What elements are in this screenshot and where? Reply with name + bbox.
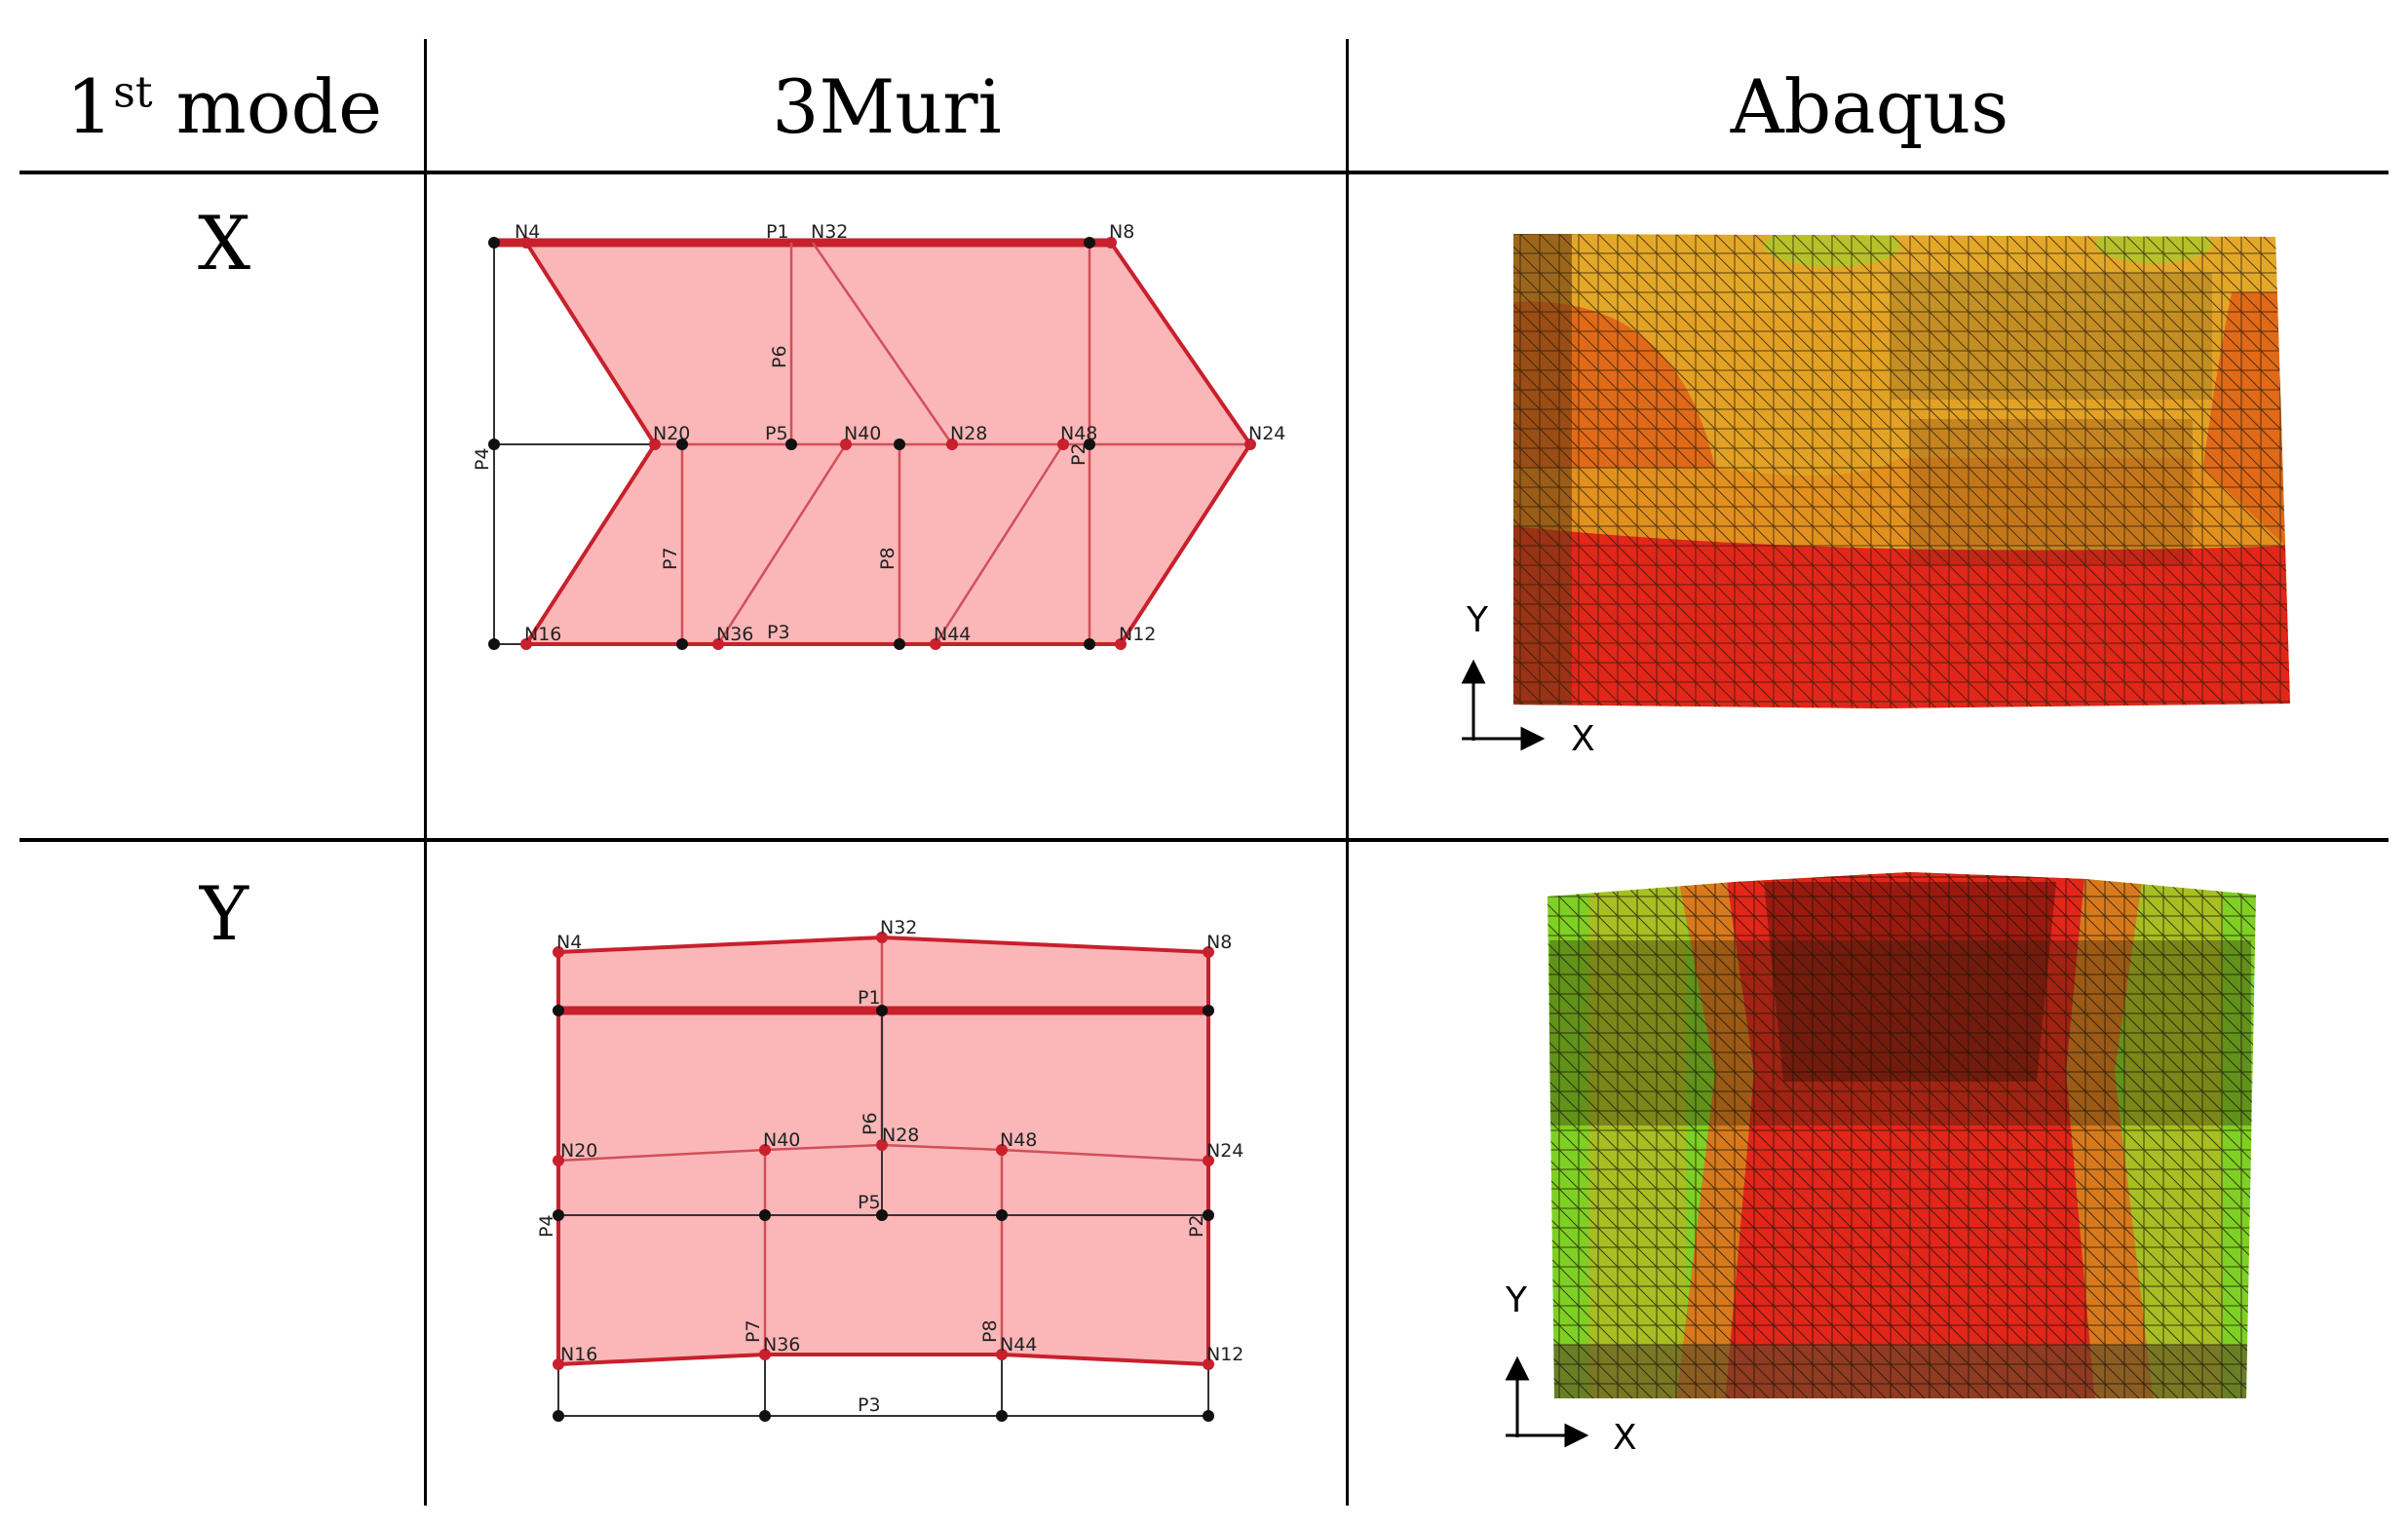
muri-y-label-n40: N40 xyxy=(763,1129,800,1151)
muri-y-label-p2: P2 xyxy=(1186,1214,1207,1238)
muri-x-label-n4: N4 xyxy=(515,221,540,243)
muri-y-label-p5: P5 xyxy=(858,1192,881,1213)
abaqus-y-axis-y-label: Y xyxy=(1505,1280,1528,1320)
muri-y-label-n36: N36 xyxy=(763,1334,800,1355)
header-mode-sup: st xyxy=(113,67,153,118)
muri-y-label-p3: P3 xyxy=(858,1394,881,1416)
muri-y-label-p8: P8 xyxy=(979,1319,1001,1343)
muri-x-label-p2: P2 xyxy=(1068,442,1089,466)
muri-y-nodes xyxy=(553,932,1214,1422)
muri-x-label-n8: N8 xyxy=(1109,221,1134,243)
muri-y-label-n16: N16 xyxy=(560,1344,597,1365)
abaqus-y-axes xyxy=(1505,1355,1589,1448)
muri-x-label-p6: P6 xyxy=(769,345,790,368)
muri-y-label-p4: P4 xyxy=(536,1214,557,1238)
muri-x-label-n48: N48 xyxy=(1060,423,1097,444)
muri-y-label-p7: P7 xyxy=(743,1319,764,1343)
muri-x-label-n44: N44 xyxy=(934,624,971,645)
header-mode-text: mode xyxy=(152,63,383,150)
muri-x-mode-figure: N4 P1 N32 N8 P6 N20 P5 N40 N28 N48 P2 N2… xyxy=(472,221,1285,650)
muri-x-label-p5: P5 xyxy=(765,423,788,444)
abaqus-y-axis-x-label: X xyxy=(1613,1418,1637,1458)
column-divider-1 xyxy=(424,39,427,1506)
header-abaqus: Abaqus xyxy=(1730,63,2009,150)
abaqus-y-contour xyxy=(1548,872,2256,1398)
muri-y-label-n32: N32 xyxy=(880,917,917,938)
muri-x-label-n20: N20 xyxy=(653,423,690,444)
row-label-y: Y xyxy=(199,870,249,957)
row-label-x: X xyxy=(197,200,251,286)
header-mode-number: 1 xyxy=(65,63,114,150)
muri-x-label-p1: P1 xyxy=(766,221,789,243)
muri-x-label-p8: P8 xyxy=(877,547,898,570)
muri-y-deformed-shape xyxy=(556,935,1210,1367)
muri-y-label-n28: N28 xyxy=(882,1125,919,1146)
muri-y-label-n4: N4 xyxy=(556,932,582,953)
abaqus-x-axis-x-label: X xyxy=(1571,719,1595,759)
abaqus-x-axis-y-label: Y xyxy=(1466,600,1489,640)
muri-x-nodes xyxy=(488,237,1256,650)
header-mode: 1st mode xyxy=(29,70,419,144)
muri-y-label-n8: N8 xyxy=(1206,932,1232,953)
muri-y-label-n24: N24 xyxy=(1206,1140,1243,1162)
muri-y-label-n12: N12 xyxy=(1206,1344,1243,1365)
muri-y-label-n20: N20 xyxy=(560,1140,597,1162)
muri-y-label-p1: P1 xyxy=(858,987,881,1009)
header-3muri: 3Muri xyxy=(772,63,1002,150)
abaqus-x-axes xyxy=(1461,659,1546,751)
muri-x-label-p7: P7 xyxy=(660,547,681,570)
muri-y-label-p6: P6 xyxy=(860,1112,881,1135)
muri-x-label-n28: N28 xyxy=(950,423,987,444)
muri-y-label-n48: N48 xyxy=(1000,1129,1037,1151)
table-mid-rule xyxy=(19,838,2389,842)
abaqus-x-contour xyxy=(1513,234,2290,708)
abaqus-y-mode-figure: Y X xyxy=(1505,872,2256,1458)
muri-y-label-n44: N44 xyxy=(1000,1334,1037,1355)
muri-x-label-p3: P3 xyxy=(767,622,790,643)
table-top-rule xyxy=(19,171,2389,174)
muri-x-label-n32: N32 xyxy=(811,221,848,243)
muri-x-label-n12: N12 xyxy=(1119,624,1156,645)
column-divider-2 xyxy=(1346,39,1349,1506)
muri-y-undeformed-mesh xyxy=(557,1355,1209,1417)
muri-x-label-n36: N36 xyxy=(716,624,753,645)
muri-x-label-n40: N40 xyxy=(844,423,881,444)
muri-x-label-p4: P4 xyxy=(472,447,493,471)
muri-x-label-n16: N16 xyxy=(524,624,561,645)
muri-y-mode-figure: N4 N32 N8 P1 N20 N40 N28 N48 N24 P6 P5 P… xyxy=(536,917,1243,1422)
abaqus-x-mode-figure: Y X xyxy=(1461,234,2290,759)
muri-x-label-n24: N24 xyxy=(1248,423,1285,444)
